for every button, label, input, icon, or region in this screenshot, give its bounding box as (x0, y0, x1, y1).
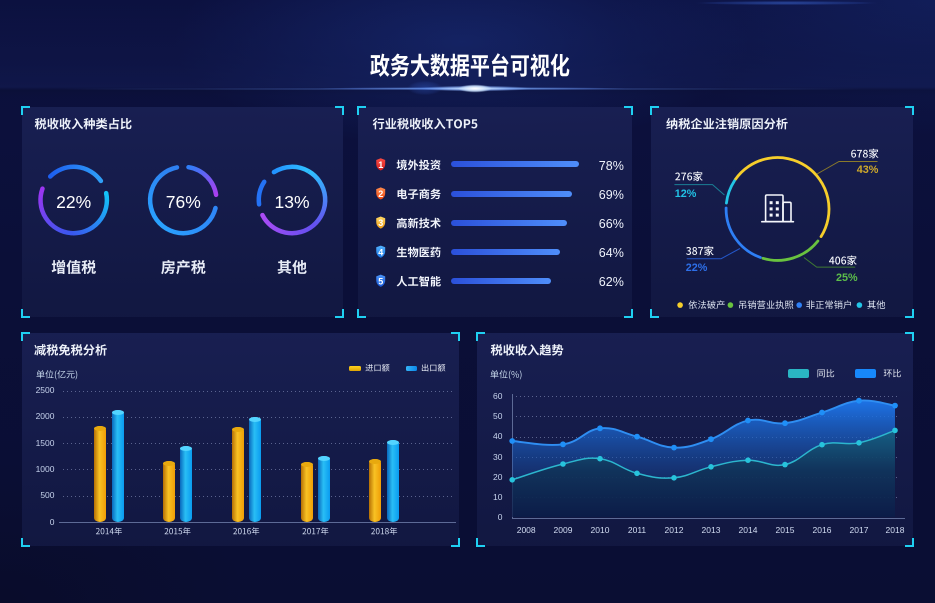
svg-text:3: 3 (378, 218, 383, 228)
svg-text:1: 1 (378, 160, 383, 170)
svg-text:2: 2 (378, 189, 383, 199)
svg-text:5: 5 (378, 276, 383, 286)
svg-text:4: 4 (378, 247, 383, 257)
